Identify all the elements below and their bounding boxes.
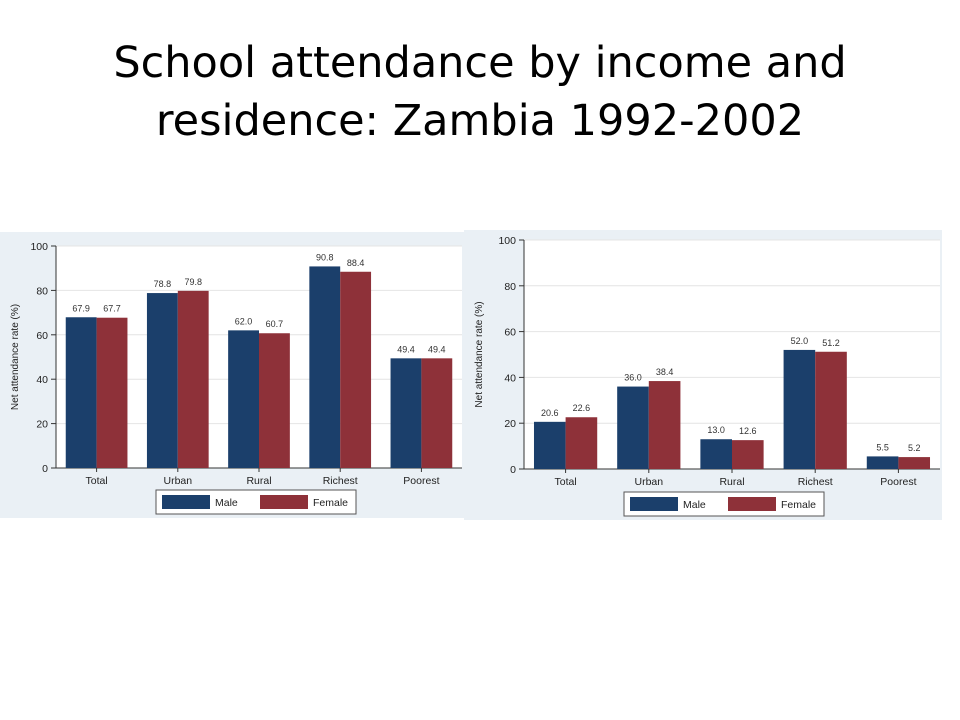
chart-primary-svg: 0 20 40 60 80 100 Net attendance rate (%) 67.9 6… — [0, 232, 464, 518]
data-label: 52.0 — [791, 336, 809, 346]
legend: Male Female — [155, 489, 357, 515]
data-label: 67.7 — [103, 304, 121, 314]
bar-male-richest — [783, 349, 816, 469]
data-label: 38.4 — [656, 367, 674, 377]
bar-male-urban — [617, 386, 649, 469]
y-tick-label: 0 — [510, 464, 516, 476]
data-label: 60.7 — [266, 319, 284, 329]
chart-secondary-svg: 0 20 40 60 80 100 Net attendance rate (%) 20.6 2… — [464, 230, 942, 520]
legend-label-female: Female — [313, 497, 348, 509]
legend-swatch-male — [162, 495, 210, 509]
bar-female-urban — [648, 381, 681, 469]
data-label: 22.6 — [573, 403, 591, 413]
x-tick-label: Poorest — [403, 475, 439, 487]
chart-secondary-attendance: 0 20 40 60 80 100 Net attendance rate (%) 20.6 2… — [464, 230, 942, 520]
data-label: 62.0 — [235, 316, 253, 326]
legend-label-female: Female — [781, 499, 816, 511]
data-label: 36.0 — [624, 373, 642, 383]
bar-female-urban — [177, 290, 209, 468]
data-label: 90.8 — [316, 252, 334, 262]
y-tick-label: 60 — [36, 330, 48, 342]
data-label: 88.4 — [347, 258, 365, 268]
y-tick-label: 80 — [504, 281, 516, 293]
data-label: 5.5 — [876, 442, 889, 452]
x-tick-label: Total — [86, 475, 108, 487]
x-tick-label: Richest — [798, 476, 833, 488]
x-tick-label: Urban — [163, 475, 192, 487]
bar-male-rural — [228, 330, 259, 468]
bar-female-rural — [259, 333, 290, 468]
x-tick-label: Total — [555, 476, 577, 488]
data-label: 78.8 — [154, 279, 172, 289]
data-label: 79.8 — [184, 277, 202, 287]
x-tick-label: Urban — [634, 476, 663, 488]
bar-male-poorest — [390, 358, 422, 468]
legend: Male Female — [623, 491, 825, 517]
x-tick-label: Poorest — [880, 476, 916, 488]
bar-female-richest — [815, 351, 847, 469]
data-label: 12.6 — [739, 426, 757, 436]
y-tick-label: 80 — [36, 285, 48, 297]
legend-swatch-female — [260, 495, 308, 509]
legend-swatch-male — [630, 497, 678, 511]
y-tick-label: 100 — [30, 241, 48, 253]
legend-swatch-female — [728, 497, 776, 511]
y-axis-label: Net attendance rate (%) — [10, 304, 21, 410]
bar-male-rural — [700, 439, 732, 469]
x-tick-label: Richest — [323, 475, 358, 487]
y-tick-label: 40 — [504, 372, 516, 384]
bar-female-total — [565, 417, 598, 469]
data-label: 51.2 — [822, 338, 840, 348]
data-label: 20.6 — [541, 408, 559, 418]
y-tick-label: 100 — [498, 235, 516, 247]
slide-title-line-1: School attendance by income and — [113, 38, 847, 88]
data-label: 49.4 — [397, 344, 415, 354]
bar-male-richest — [309, 266, 341, 468]
bar-male-total — [533, 421, 566, 469]
y-tick-label: 20 — [36, 419, 48, 431]
bar-female-total — [96, 317, 128, 468]
bar-female-poorest — [898, 457, 931, 469]
data-label: 49.4 — [428, 344, 446, 354]
legend-label-male: Male — [215, 497, 238, 509]
y-tick-label: 0 — [42, 463, 48, 475]
chart-primary-attendance: 0 20 40 60 80 100 Net attendance rate (%) 67.9 6… — [0, 232, 464, 518]
data-label: 5.2 — [908, 443, 921, 453]
y-tick-label: 60 — [504, 327, 516, 339]
x-tick-label: Rural — [246, 475, 271, 487]
x-tick-label: Rural — [719, 476, 744, 488]
bar-male-poorest — [866, 456, 899, 469]
bar-male-urban — [146, 293, 178, 468]
data-label: 67.9 — [72, 303, 90, 313]
bar-female-rural — [732, 440, 764, 469]
data-label: 13.0 — [707, 425, 725, 435]
slide-title-line-2: residence: Zambia 1992-2002 — [155, 96, 805, 146]
slide-title: School attendance by income and residenc… — [0, 34, 960, 150]
y-tick-label: 40 — [36, 374, 48, 386]
y-axis-label: Net attendance rate (%) — [474, 301, 485, 407]
y-tick-label: 20 — [504, 418, 516, 430]
bar-female-richest — [340, 271, 372, 468]
bar-female-poorest — [421, 358, 453, 468]
legend-label-male: Male — [683, 499, 706, 511]
bar-male-total — [65, 317, 97, 468]
